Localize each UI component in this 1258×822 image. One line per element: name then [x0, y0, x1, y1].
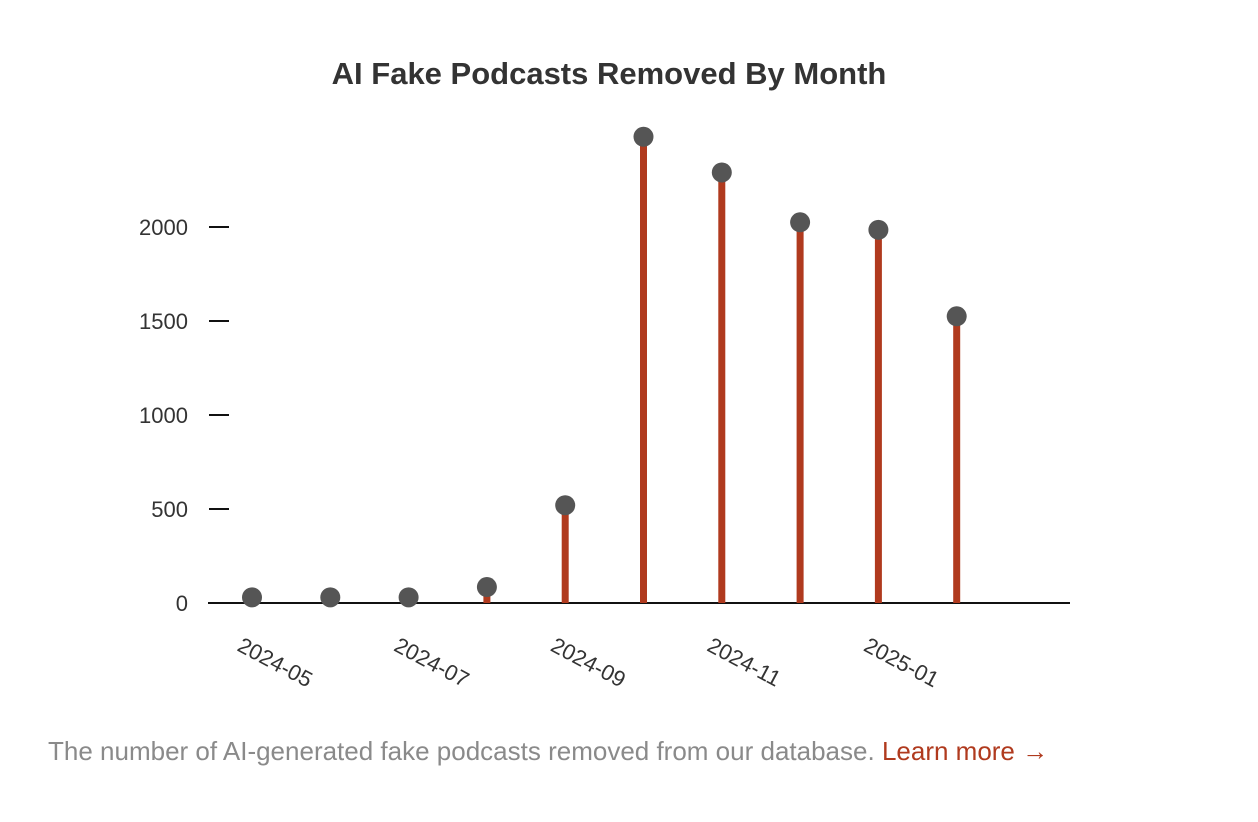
caption-text: The number of AI-generated fake podcasts… — [48, 736, 875, 766]
x-tick-label: 2024-11 — [703, 632, 785, 691]
lollipop-dot — [711, 162, 732, 183]
y-tick-label: 1500 — [139, 309, 188, 334]
y-tick-label: 0 — [176, 591, 188, 616]
y-tick-label: 2000 — [139, 215, 188, 240]
x-tick-label: 2024-07 — [390, 632, 473, 692]
lollipop-dot — [633, 126, 654, 147]
learn-more-link[interactable]: Learn more → — [881, 736, 1049, 766]
lollipop-dot — [790, 212, 811, 233]
lollipop-dot — [320, 587, 341, 608]
x-tick-label: 2024-09 — [547, 632, 630, 692]
lollipop-dot — [555, 495, 576, 516]
chart-title: AI Fake Podcasts Removed By Month — [331, 56, 887, 91]
lollipop-dot — [398, 587, 419, 608]
lollipop-dot — [868, 219, 889, 240]
x-tick-label: 2025-01 — [860, 632, 943, 692]
chart-caption: The number of AI-generated fake podcasts… — [48, 736, 1048, 767]
x-tick-label: 2024-05 — [234, 632, 317, 692]
y-tick-label: 500 — [151, 497, 188, 522]
y-tick-label: 1000 — [139, 403, 188, 428]
lollipop-dot — [946, 306, 967, 327]
lollipop-dot — [242, 587, 262, 608]
lollipop-dot — [476, 577, 497, 598]
